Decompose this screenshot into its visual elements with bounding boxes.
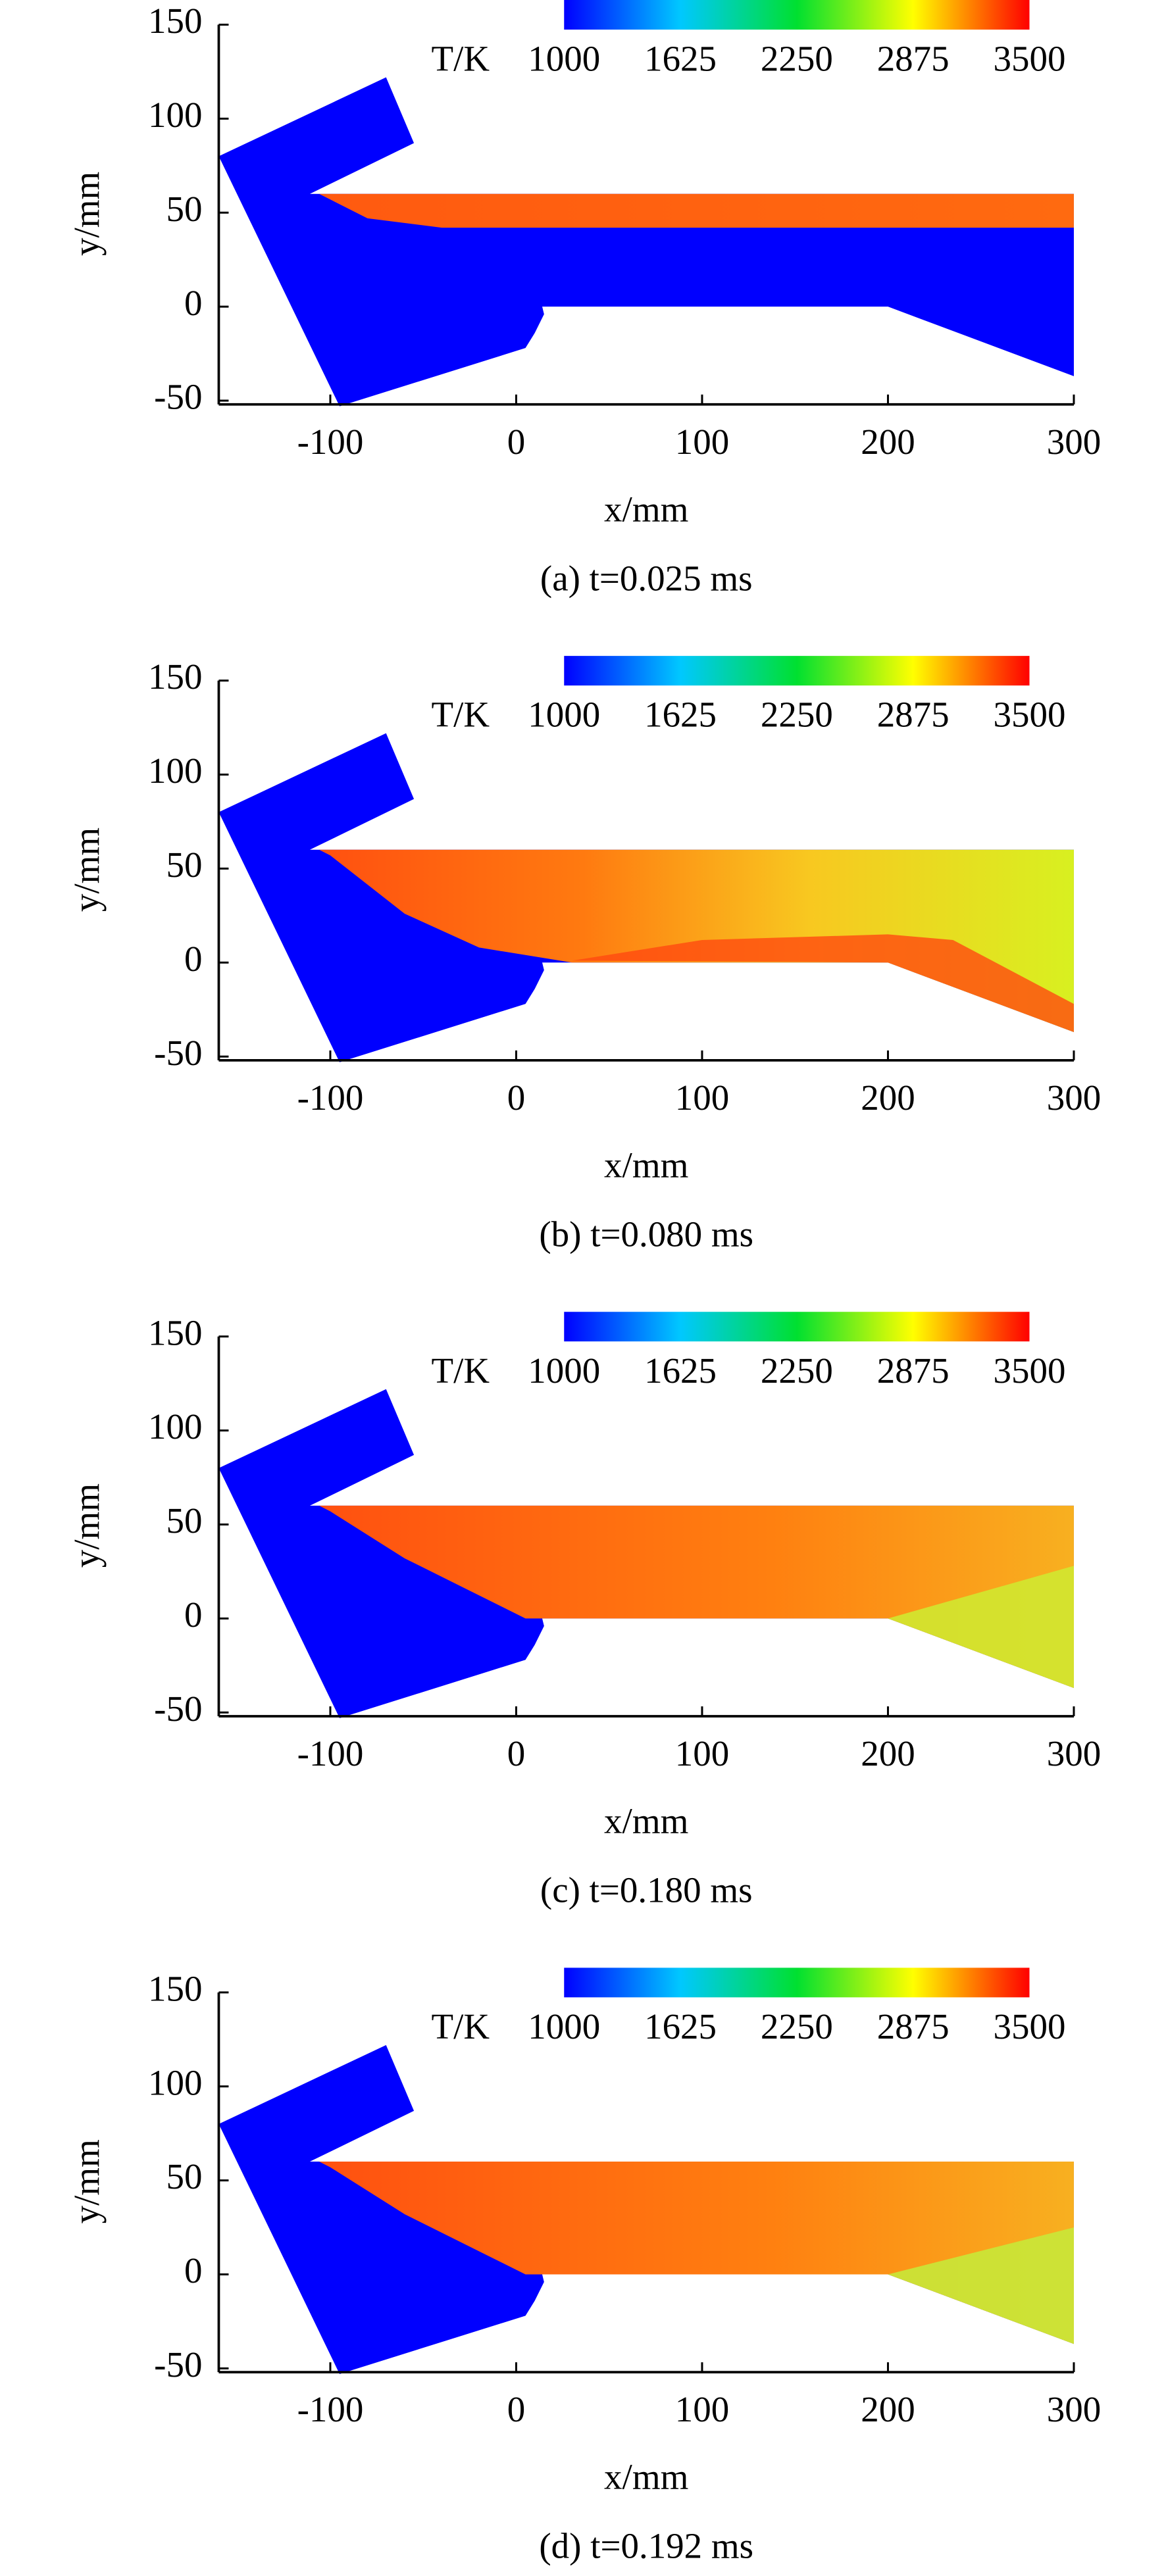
caption: (b) t=0.080 ms bbox=[539, 1214, 753, 1254]
colorbar-tick-label: 1625 bbox=[644, 1350, 717, 1391]
y-tick-label: 0 bbox=[184, 1595, 202, 1635]
y-tick-label: -50 bbox=[154, 2344, 202, 2385]
x-tick-label: 0 bbox=[507, 1077, 525, 1118]
caption: (c) t=0.180 ms bbox=[540, 1870, 753, 1910]
x-tick-label: 0 bbox=[507, 2389, 525, 2429]
colorbar-tick-label: 1625 bbox=[644, 2006, 717, 2046]
y-tick-label: 50 bbox=[166, 189, 203, 229]
colorbar bbox=[564, 1968, 1030, 1998]
hot-region bbox=[319, 193, 1074, 228]
x-axis-label: x/mm bbox=[604, 1145, 688, 1185]
panel: -100 0 100 200 300 -50 0 50 100 150 x/mm y/mm (c) t=… bbox=[66, 1312, 1101, 1910]
y-tick-label: -50 bbox=[154, 1689, 202, 1729]
x-axis-label: x/mm bbox=[604, 489, 688, 529]
y-tick-label: 100 bbox=[148, 2062, 202, 2102]
colorbar-tick-label: 3500 bbox=[994, 39, 1066, 79]
hot-region bbox=[572, 934, 1074, 1033]
y-axis-label: y/mm bbox=[66, 172, 107, 256]
colorbar bbox=[564, 0, 1030, 30]
panel: -100 0 100 200 300 -50 0 50 100 150 x/mm y/mm (d) t=… bbox=[66, 1968, 1101, 2566]
y-tick-label: 50 bbox=[166, 845, 203, 885]
colorbar-label: T/K bbox=[432, 695, 490, 735]
y-tick-label: 100 bbox=[148, 1406, 202, 1447]
x-tick-label: 300 bbox=[1047, 2389, 1101, 2429]
colorbar-tick-label: 1000 bbox=[528, 39, 600, 79]
x-tick-label: 200 bbox=[861, 1733, 915, 1773]
colorbar-tick-label: 2250 bbox=[761, 695, 833, 735]
y-tick-label: 0 bbox=[184, 283, 202, 323]
y-tick-label: 100 bbox=[148, 751, 202, 791]
colorbar-label: T/K bbox=[432, 1350, 490, 1391]
colorbar-tick-label: 3500 bbox=[994, 2006, 1066, 2046]
x-axis-label: x/mm bbox=[604, 1801, 688, 1841]
caption: (d) t=0.192 ms bbox=[539, 2526, 753, 2566]
colorbar bbox=[564, 1312, 1030, 1342]
colorbar bbox=[564, 656, 1030, 686]
colorbar-tick-label: 3500 bbox=[994, 1350, 1066, 1391]
hot-region bbox=[319, 2162, 1074, 2344]
x-axis-label: x/mm bbox=[604, 2457, 688, 2497]
x-tick-label: 200 bbox=[861, 422, 915, 462]
x-tick-label: 300 bbox=[1047, 1733, 1101, 1773]
x-tick-label: 300 bbox=[1047, 1077, 1101, 1118]
x-tick-label: -100 bbox=[297, 1733, 364, 1773]
colorbar-tick-label: 1000 bbox=[528, 1350, 600, 1391]
x-tick-label: -100 bbox=[297, 1077, 364, 1118]
x-tick-label: 100 bbox=[675, 1733, 729, 1773]
x-tick-label: 0 bbox=[507, 422, 525, 462]
colorbar-tick-label: 2250 bbox=[761, 39, 833, 79]
y-axis-label: y/mm bbox=[66, 828, 107, 912]
colorbar-tick-label: 2250 bbox=[761, 1350, 833, 1391]
colorbar-label: T/K bbox=[432, 39, 490, 79]
y-tick-label: 150 bbox=[148, 1968, 202, 2008]
x-tick-label: -100 bbox=[297, 422, 364, 462]
x-tick-label: -100 bbox=[297, 2389, 364, 2429]
colorbar-tick-label: 2875 bbox=[877, 39, 950, 79]
x-tick-label: 200 bbox=[861, 1077, 915, 1118]
colorbar-tick-label: 3500 bbox=[994, 695, 1066, 735]
y-tick-label: 150 bbox=[148, 1312, 202, 1352]
hot-region bbox=[319, 1505, 1074, 1689]
colorbar-tick-label: 1625 bbox=[644, 695, 717, 735]
y-tick-label: 0 bbox=[184, 2250, 202, 2291]
colorbar-tick-label: 2250 bbox=[761, 2006, 833, 2046]
caption: (a) t=0.025 ms bbox=[540, 558, 753, 598]
y-tick-label: -50 bbox=[154, 377, 202, 417]
flow-domain bbox=[218, 77, 1074, 407]
panel: -100 0 100 200 300 -50 0 50 100 150 x/mm y/mm (a) t=… bbox=[66, 0, 1101, 598]
colorbar-tick-label: 2875 bbox=[877, 1350, 950, 1391]
y-axis-label: y/mm bbox=[66, 1483, 107, 1568]
hot-region bbox=[888, 1566, 1074, 1689]
x-tick-label: 100 bbox=[675, 422, 729, 462]
colorbar-tick-label: 2875 bbox=[877, 695, 950, 735]
x-tick-label: 300 bbox=[1047, 422, 1101, 462]
y-tick-label: 50 bbox=[166, 1500, 203, 1541]
x-tick-label: 100 bbox=[675, 2389, 729, 2429]
y-tick-label: -50 bbox=[154, 1033, 202, 1073]
y-tick-label: 150 bbox=[148, 1, 202, 41]
panel: -100 0 100 200 300 -50 0 50 100 150 x/mm y/mm (b) t=… bbox=[66, 656, 1101, 1254]
y-tick-label: 150 bbox=[148, 656, 202, 697]
x-tick-label: 100 bbox=[675, 1077, 729, 1118]
hot-region bbox=[888, 2227, 1074, 2344]
y-tick-label: 0 bbox=[184, 939, 202, 979]
colorbar-tick-label: 1000 bbox=[528, 695, 600, 735]
x-tick-label: 200 bbox=[861, 2389, 915, 2429]
y-axis-label: y/mm bbox=[66, 2139, 107, 2223]
y-tick-label: 50 bbox=[166, 2156, 203, 2196]
colorbar-label: T/K bbox=[432, 2006, 490, 2046]
y-tick-label: 100 bbox=[148, 95, 202, 135]
colorbar-tick-label: 1000 bbox=[528, 2006, 600, 2046]
colorbar-tick-label: 2875 bbox=[877, 2006, 950, 2046]
colorbar-tick-label: 1625 bbox=[644, 39, 717, 79]
x-tick-label: 0 bbox=[507, 1733, 525, 1773]
